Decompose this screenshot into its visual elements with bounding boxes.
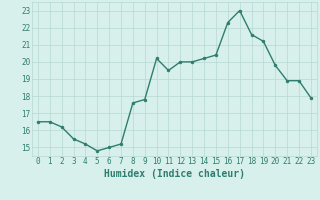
X-axis label: Humidex (Indice chaleur): Humidex (Indice chaleur) (104, 169, 245, 179)
